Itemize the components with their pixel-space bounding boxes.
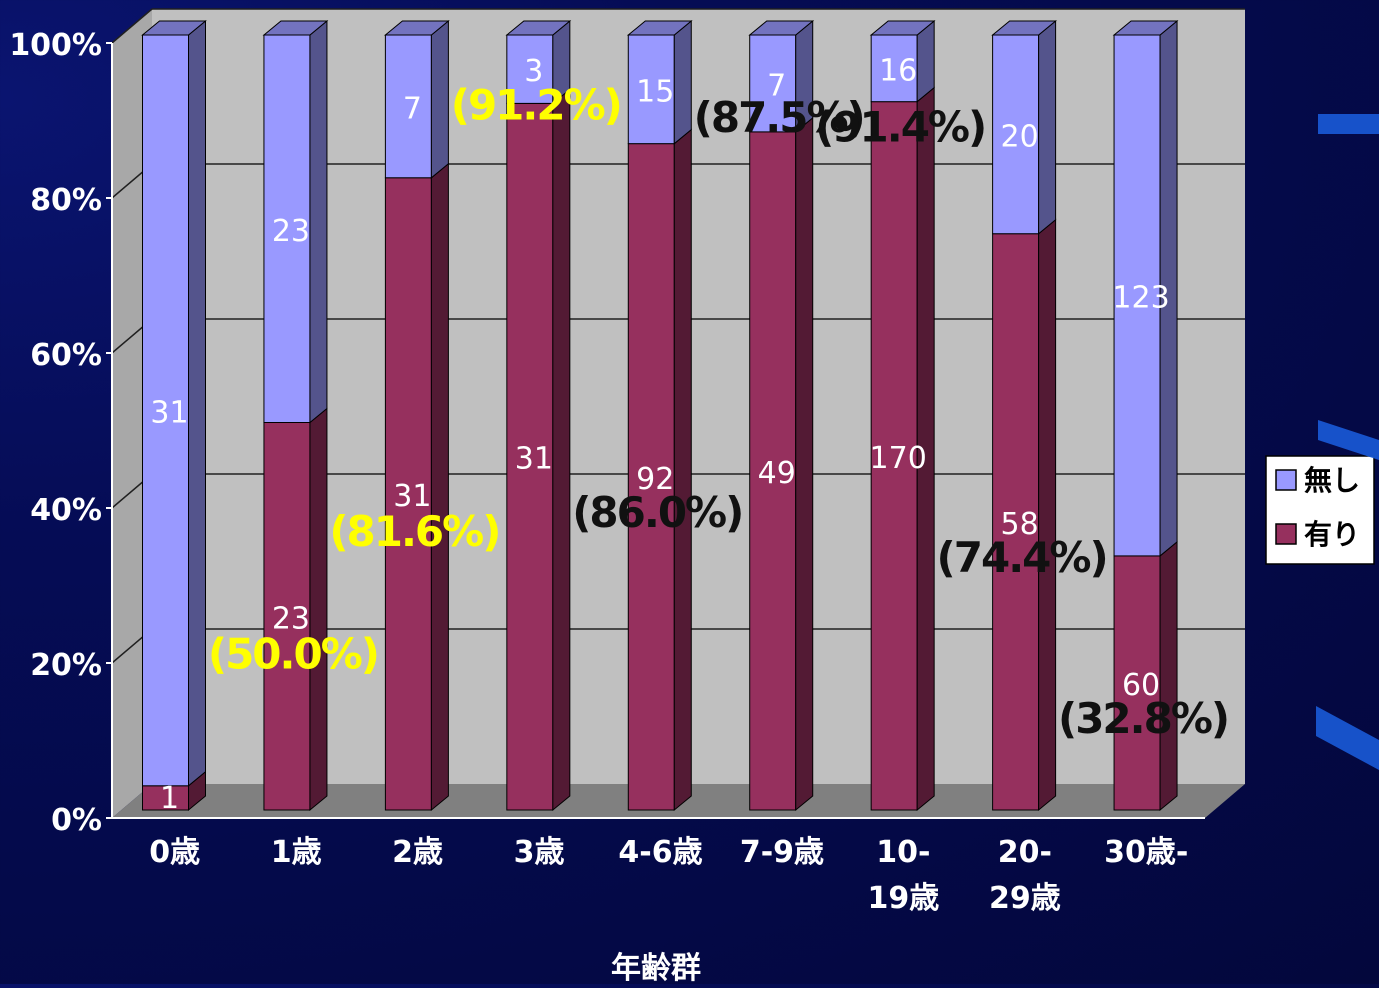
bar-ari-side (553, 89, 570, 810)
data-label-nashi: 15 (636, 74, 674, 109)
category-label: 0歳 (149, 835, 200, 870)
y-tick-label: 100% (9, 28, 102, 63)
data-label-ari: 170 (870, 441, 927, 476)
bar-ari-side (1039, 220, 1056, 810)
bar-ari-side (1160, 542, 1177, 810)
y-tick-label: 80% (30, 183, 102, 218)
category-label: 4-6歳 (618, 835, 702, 870)
category-label: 19歳 (868, 881, 940, 916)
category-label: 1歳 (271, 835, 322, 870)
bar-ari-side (431, 164, 448, 810)
data-label-nashi: 16 (879, 53, 917, 88)
category-label: 7-9歳 (740, 835, 824, 870)
data-label-nashi: 20 (1001, 119, 1039, 154)
category-label: 2歳 (392, 835, 443, 870)
data-label-nashi: 123 (1112, 280, 1169, 315)
bar-ari-side (674, 130, 691, 810)
percent-annotation: (32.8%) (1058, 694, 1228, 743)
legend-label-nashi: 無し (1304, 464, 1360, 497)
category-label: 10- (876, 835, 930, 870)
percent-annotation: (81.6%) (329, 507, 499, 556)
y-tick-label: 40% (30, 493, 102, 528)
legend-label-ari: 有り (1304, 518, 1360, 551)
legend-swatch-nashi (1276, 470, 1296, 490)
bar-nashi-side (674, 21, 691, 144)
decorative-streak (1318, 114, 1379, 134)
data-label-nashi: 7 (403, 91, 422, 126)
bar-nashi-side (431, 21, 448, 178)
x-axis-title: 年齢群 (611, 951, 701, 984)
data-label-ari: 49 (758, 456, 796, 491)
percent-annotation: (91.2%) (451, 80, 621, 129)
category-label: 29歳 (989, 881, 1061, 916)
bar-nashi-side (1039, 21, 1056, 234)
percent-annotation: (74.4%) (937, 533, 1107, 582)
category-label: 20- (998, 835, 1052, 870)
bar-nashi-side (189, 21, 206, 786)
data-label-nashi: 23 (272, 214, 310, 249)
decorative-streak (1318, 420, 1379, 460)
y-tick-label: 0% (51, 803, 102, 838)
category-label: 3歳 (514, 835, 565, 870)
bar-ari-side (310, 409, 327, 811)
y-tick-label: 20% (30, 648, 102, 683)
percent-annotation: (86.0%) (572, 488, 742, 537)
y-tick-label: 60% (30, 338, 102, 373)
data-label-ari: 1 (160, 781, 179, 816)
percent-annotation: (91.4%) (815, 103, 985, 152)
bar-nashi-side (310, 21, 327, 423)
data-label-nashi: 31 (150, 395, 188, 430)
bar-ari-side (796, 118, 813, 810)
decorative-streak (1316, 706, 1379, 770)
data-label-ari: 31 (515, 442, 553, 477)
percent-annotation: (50.0%) (208, 629, 378, 678)
category-label: 30歳- (1104, 835, 1188, 870)
legend-swatch-ari (1276, 524, 1296, 544)
